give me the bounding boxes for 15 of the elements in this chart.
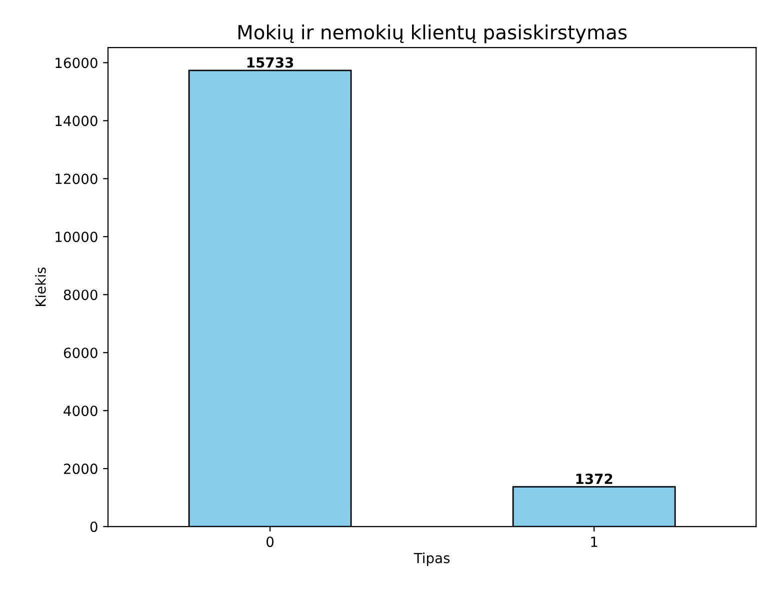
chart-title: Mokių ir nemokių klientų pasiskirstymas	[238, 24, 627, 44]
x-axis-title: Tipas	[414, 552, 450, 566]
y-tick-label: 4000	[64, 406, 98, 416]
y-tick-label: 8000	[64, 290, 98, 300]
y-tick-label: 16000	[56, 58, 98, 68]
data-label: 15733	[247, 57, 294, 68]
y-tick-label: 2000	[64, 464, 98, 474]
y-tick-label: 12000	[56, 174, 98, 184]
y-tick-label: 6000	[64, 348, 98, 358]
y-axis-title: Kiekis	[35, 267, 46, 306]
data-label: 1372	[576, 474, 612, 484]
x-tick-label: 1	[591, 536, 598, 547]
y-tick-label: 14000	[56, 116, 98, 126]
y-tick-label: 10000	[56, 232, 98, 242]
y-tick-label: 0	[90, 522, 98, 532]
